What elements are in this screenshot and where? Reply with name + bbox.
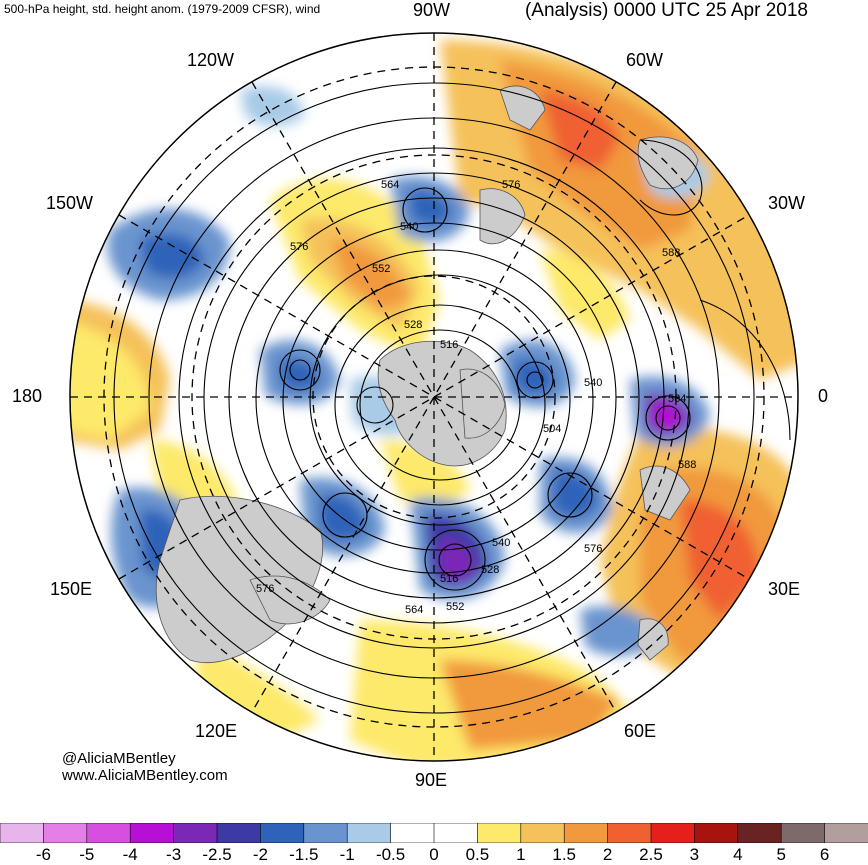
colorbar-tick-label: -3	[166, 845, 182, 864]
colorbar	[0, 823, 868, 843]
contour-label: 576	[584, 543, 602, 555]
colorbar-swatch	[563, 823, 609, 843]
colorbar-swatch	[520, 823, 565, 843]
colorbar-swatch	[607, 823, 652, 843]
colorbar-tick-label: 3	[689, 845, 700, 864]
credits: @AliciaMBentley www.AliciaMBentley.com	[62, 750, 228, 784]
colorbar-tick-label: -4	[122, 845, 138, 864]
polar-map: 564 576 540 576 552 528 516 588 540 564 …	[69, 32, 799, 762]
colorbar-swatch	[173, 823, 218, 843]
land-masses	[155, 85, 699, 663]
contour-label: 564	[405, 604, 423, 616]
contour-label: 564	[381, 179, 399, 191]
colorbar-swatch	[43, 823, 88, 843]
colorbar-tick-label: 2	[602, 845, 613, 864]
colorbar-tick-label: 2.5	[639, 845, 663, 864]
credit-website: www.AliciaMBentley.com	[62, 767, 228, 784]
contour-label: 540	[492, 537, 510, 549]
colorbar-tick-label: 1.5	[552, 845, 577, 864]
analysis-time: (Analysis) 0000 UTC 25 Apr 2018	[524, 0, 808, 21]
colorbar-swatch	[346, 823, 392, 843]
contour-label: 576	[502, 179, 520, 191]
colorbar-tick-label: -2	[252, 845, 268, 864]
lon-label-150w: 150W	[46, 193, 94, 213]
colorbar-swatch	[477, 823, 522, 843]
colorbar-tick-label: -6	[35, 845, 51, 864]
contour-label: 504	[543, 423, 561, 435]
colorbar-swatch	[737, 823, 782, 843]
graticule	[70, 33, 798, 761]
colorbar-swatch	[694, 823, 739, 843]
contour-label: 588	[662, 247, 680, 259]
colorbar-swatch	[650, 823, 696, 843]
colorbar-swatch	[216, 823, 262, 843]
colorbar-labels: -6 -5 -4 -3 -2.5 -2 -1.5 -1 -0.5 0 0.5 1 1.5 2 2.5 3 4 5 6	[0, 845, 868, 865]
colorbar-tick-label: 6	[819, 845, 830, 864]
colorbar-tick-label: -5	[79, 845, 95, 864]
contour-label: 516	[440, 573, 458, 585]
colorbar-swatch	[0, 823, 45, 843]
colorbar-swatch	[824, 823, 868, 843]
colorbar-swatch	[86, 823, 131, 843]
contour-label: 552	[372, 263, 390, 275]
contour-label: 516	[440, 339, 458, 351]
contour-label: 564	[668, 393, 686, 405]
contour-label: 576	[290, 241, 308, 253]
contour-label: 552	[446, 601, 464, 613]
colorbar-tick-label: 1	[516, 845, 526, 864]
lon-label-150e: 150E	[50, 579, 93, 599]
colorbar-tick-label: -1.5	[289, 845, 319, 864]
colorbar-tick-label: -1	[339, 845, 355, 864]
contour-label: 540	[400, 221, 418, 233]
lon-label-0: 0	[818, 386, 829, 406]
colorbar-tick-label: 4	[733, 845, 743, 864]
map-boundary	[69, 32, 799, 762]
lon-label-90e: 90E	[415, 770, 448, 790]
colorbar-swatch	[780, 823, 826, 843]
contour-label: 540	[584, 377, 602, 389]
lon-label-120e: 120E	[195, 721, 238, 741]
lon-label-120w: 120W	[187, 50, 235, 70]
contour-label: 588	[678, 459, 696, 471]
colorbar-tick-label: -2.5	[202, 845, 232, 864]
colorbar-tick-label: 0	[429, 845, 439, 864]
colorbar-tick-label: 0.5	[465, 845, 490, 864]
lon-label-90w: 90W	[413, 0, 451, 20]
contour-label-group: 564 576 540 576 552 528 516 588 540 564 …	[256, 179, 696, 616]
colorbar-swatch	[433, 823, 479, 843]
colorbar-swatch	[390, 823, 435, 843]
colorbar-tick-label: -0.5	[375, 845, 406, 864]
credit-handle: @AliciaMBentley	[62, 750, 176, 767]
lon-label-60e: 60E	[624, 721, 657, 741]
contour-label: 528	[481, 564, 499, 576]
lon-label-180: 180	[12, 386, 43, 406]
contour-label: 576	[256, 583, 274, 595]
colorbar-swatch	[303, 823, 348, 843]
lon-label-60w: 60W	[626, 50, 664, 70]
colorbar-swatch	[129, 823, 175, 843]
map-subtitle: 500-hPa height, std. height anom. (1979-…	[4, 2, 321, 16]
lon-label-30e: 30E	[768, 579, 801, 599]
colorbar-swatch	[260, 823, 305, 843]
colorbar-tick-label: 5	[776, 845, 786, 864]
lon-label-30w: 30W	[768, 193, 806, 213]
contour-label: 528	[404, 319, 422, 331]
